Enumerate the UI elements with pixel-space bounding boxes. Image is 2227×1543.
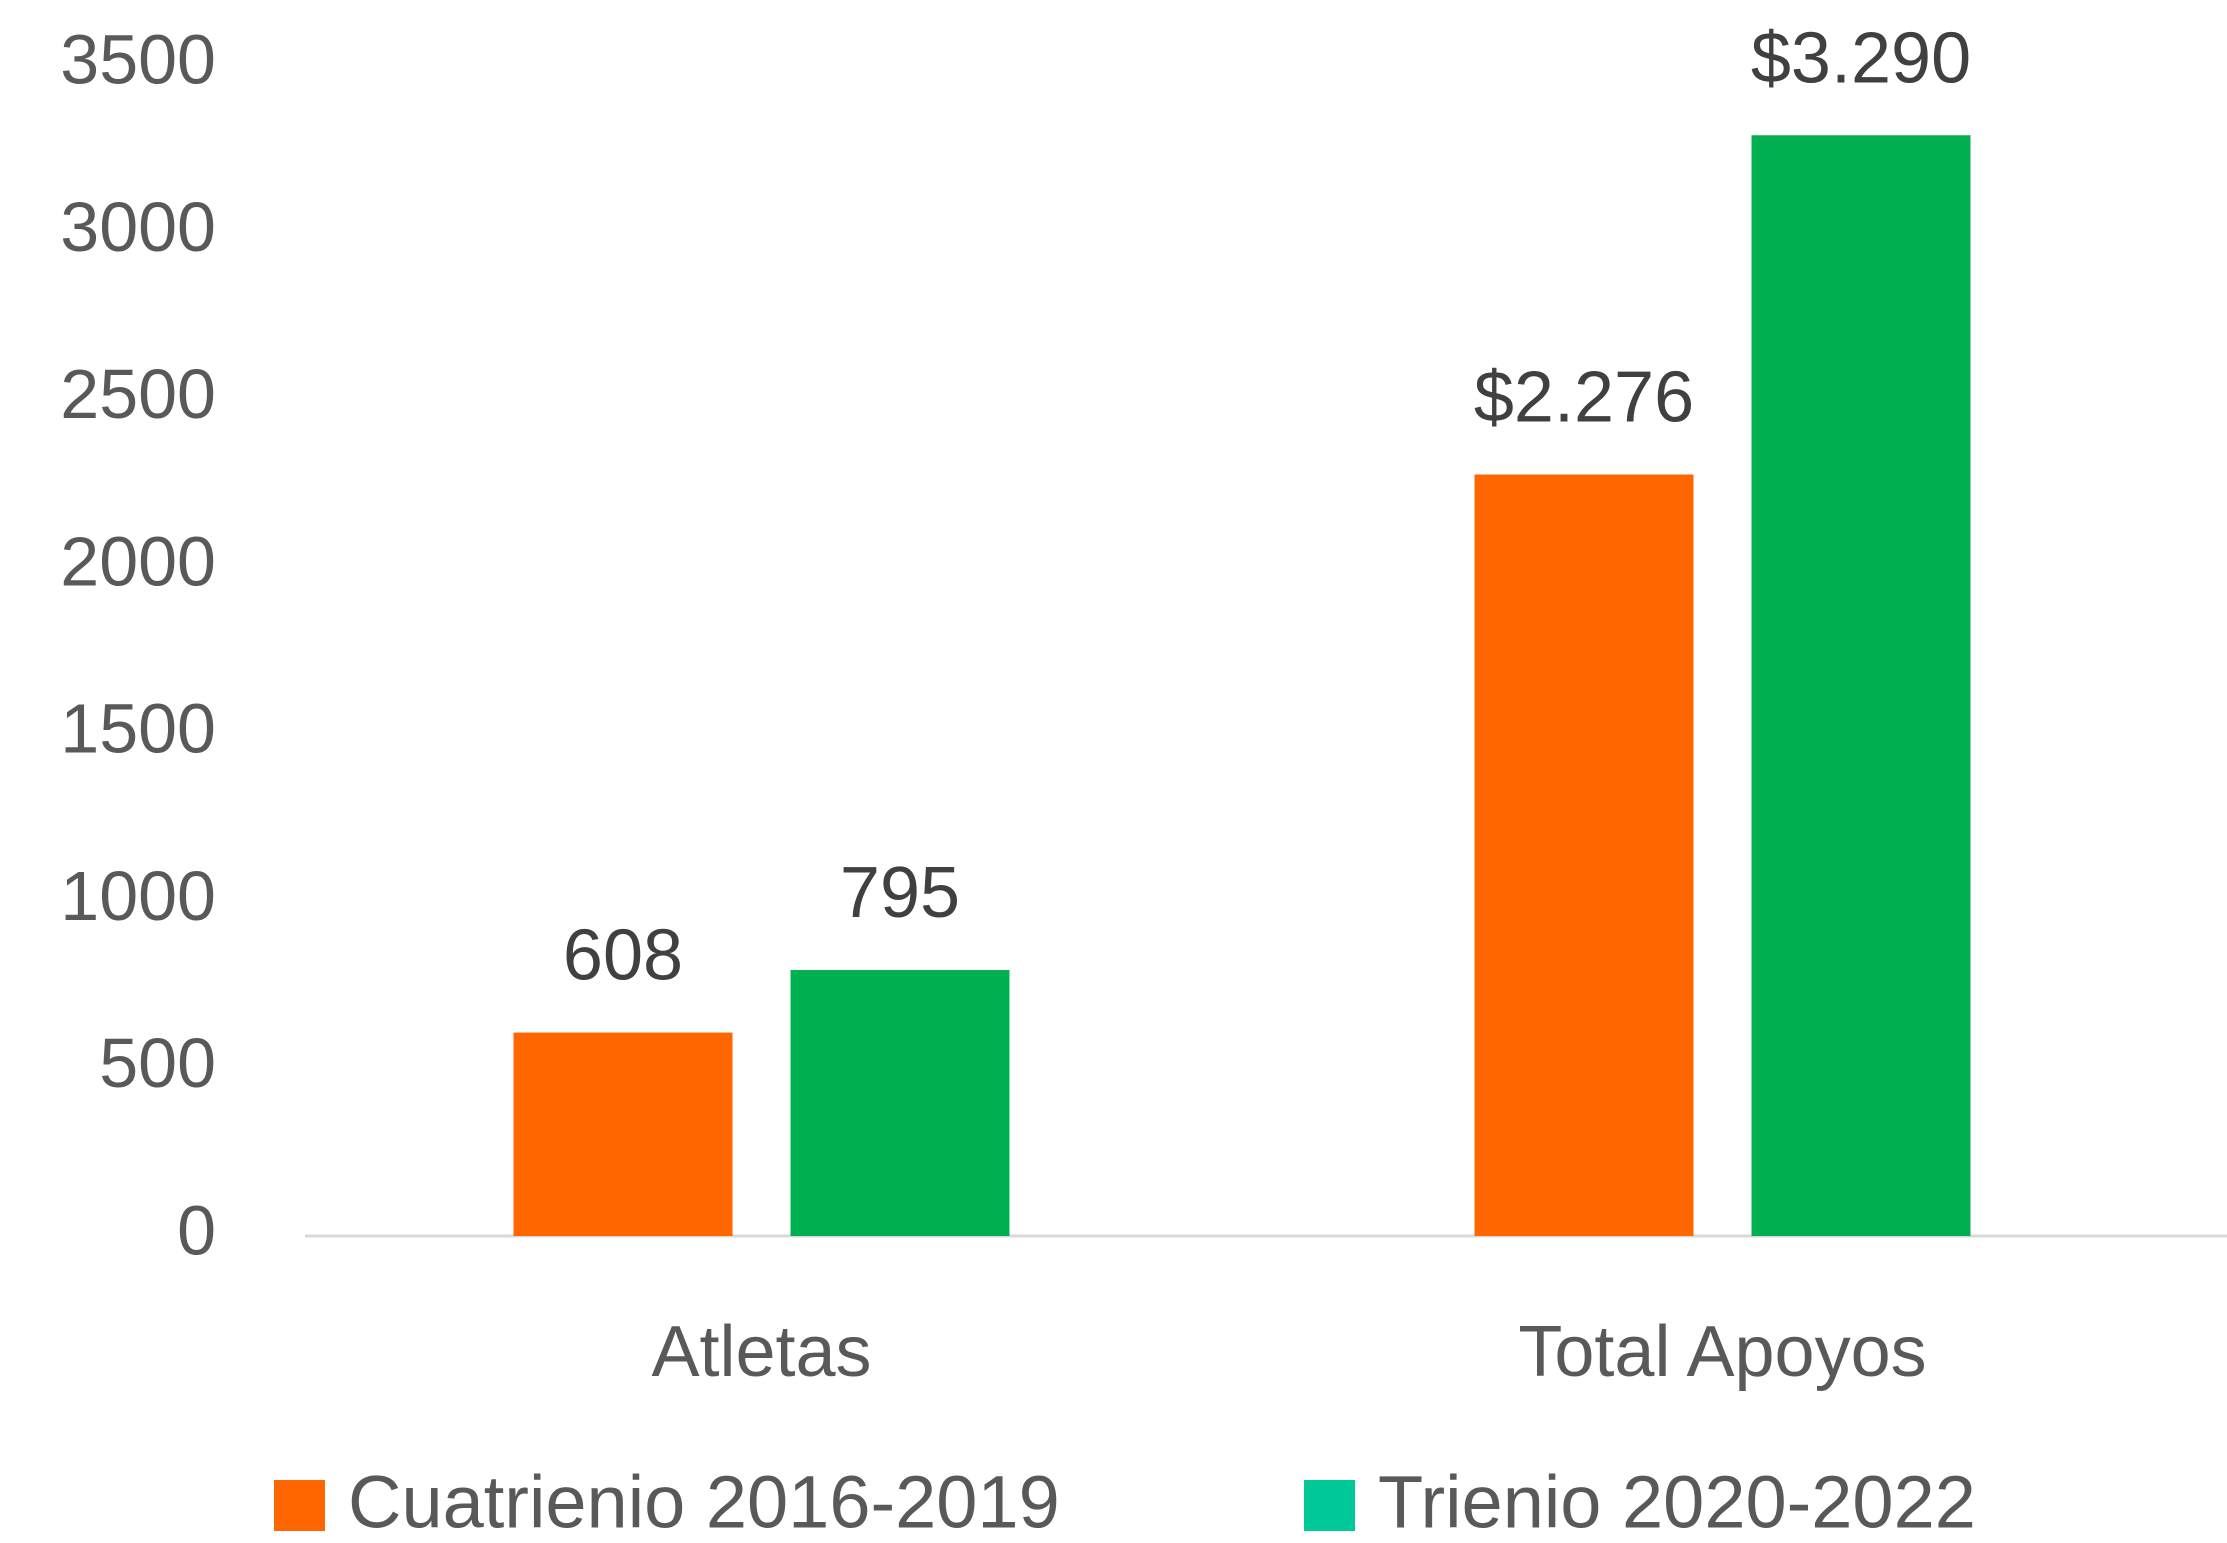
bar	[1474, 474, 1694, 1236]
legend-label: Trienio 2020-2022	[1378, 1461, 1976, 1543]
bar	[790, 970, 1010, 1236]
y-tick-label: 3500	[60, 20, 216, 98]
y-tick-label: 2500	[60, 355, 216, 433]
y-tick-label: 1000	[60, 857, 216, 935]
legend-swatch	[274, 1480, 325, 1531]
y-tick-label: 2000	[60, 522, 216, 600]
data-label: $3.290	[1751, 18, 1971, 98]
y-tick-label: 500	[99, 1024, 216, 1102]
legend-swatch	[1304, 1480, 1355, 1531]
legend-label: Cuatrienio 2016-2019	[348, 1461, 1060, 1543]
y-tick-label: 1500	[60, 690, 216, 768]
data-label: 795	[840, 853, 960, 933]
bar	[513, 1032, 733, 1236]
data-label: $2.276	[1474, 358, 1694, 438]
y-tick-label: 3000	[60, 188, 216, 266]
data-label: 608	[563, 916, 683, 996]
bar	[1751, 135, 1971, 1236]
x-tick-label: Total Apoyos	[1518, 1312, 1926, 1392]
y-tick-label: 0	[177, 1191, 216, 1269]
x-tick-label: Atletas	[651, 1312, 871, 1392]
